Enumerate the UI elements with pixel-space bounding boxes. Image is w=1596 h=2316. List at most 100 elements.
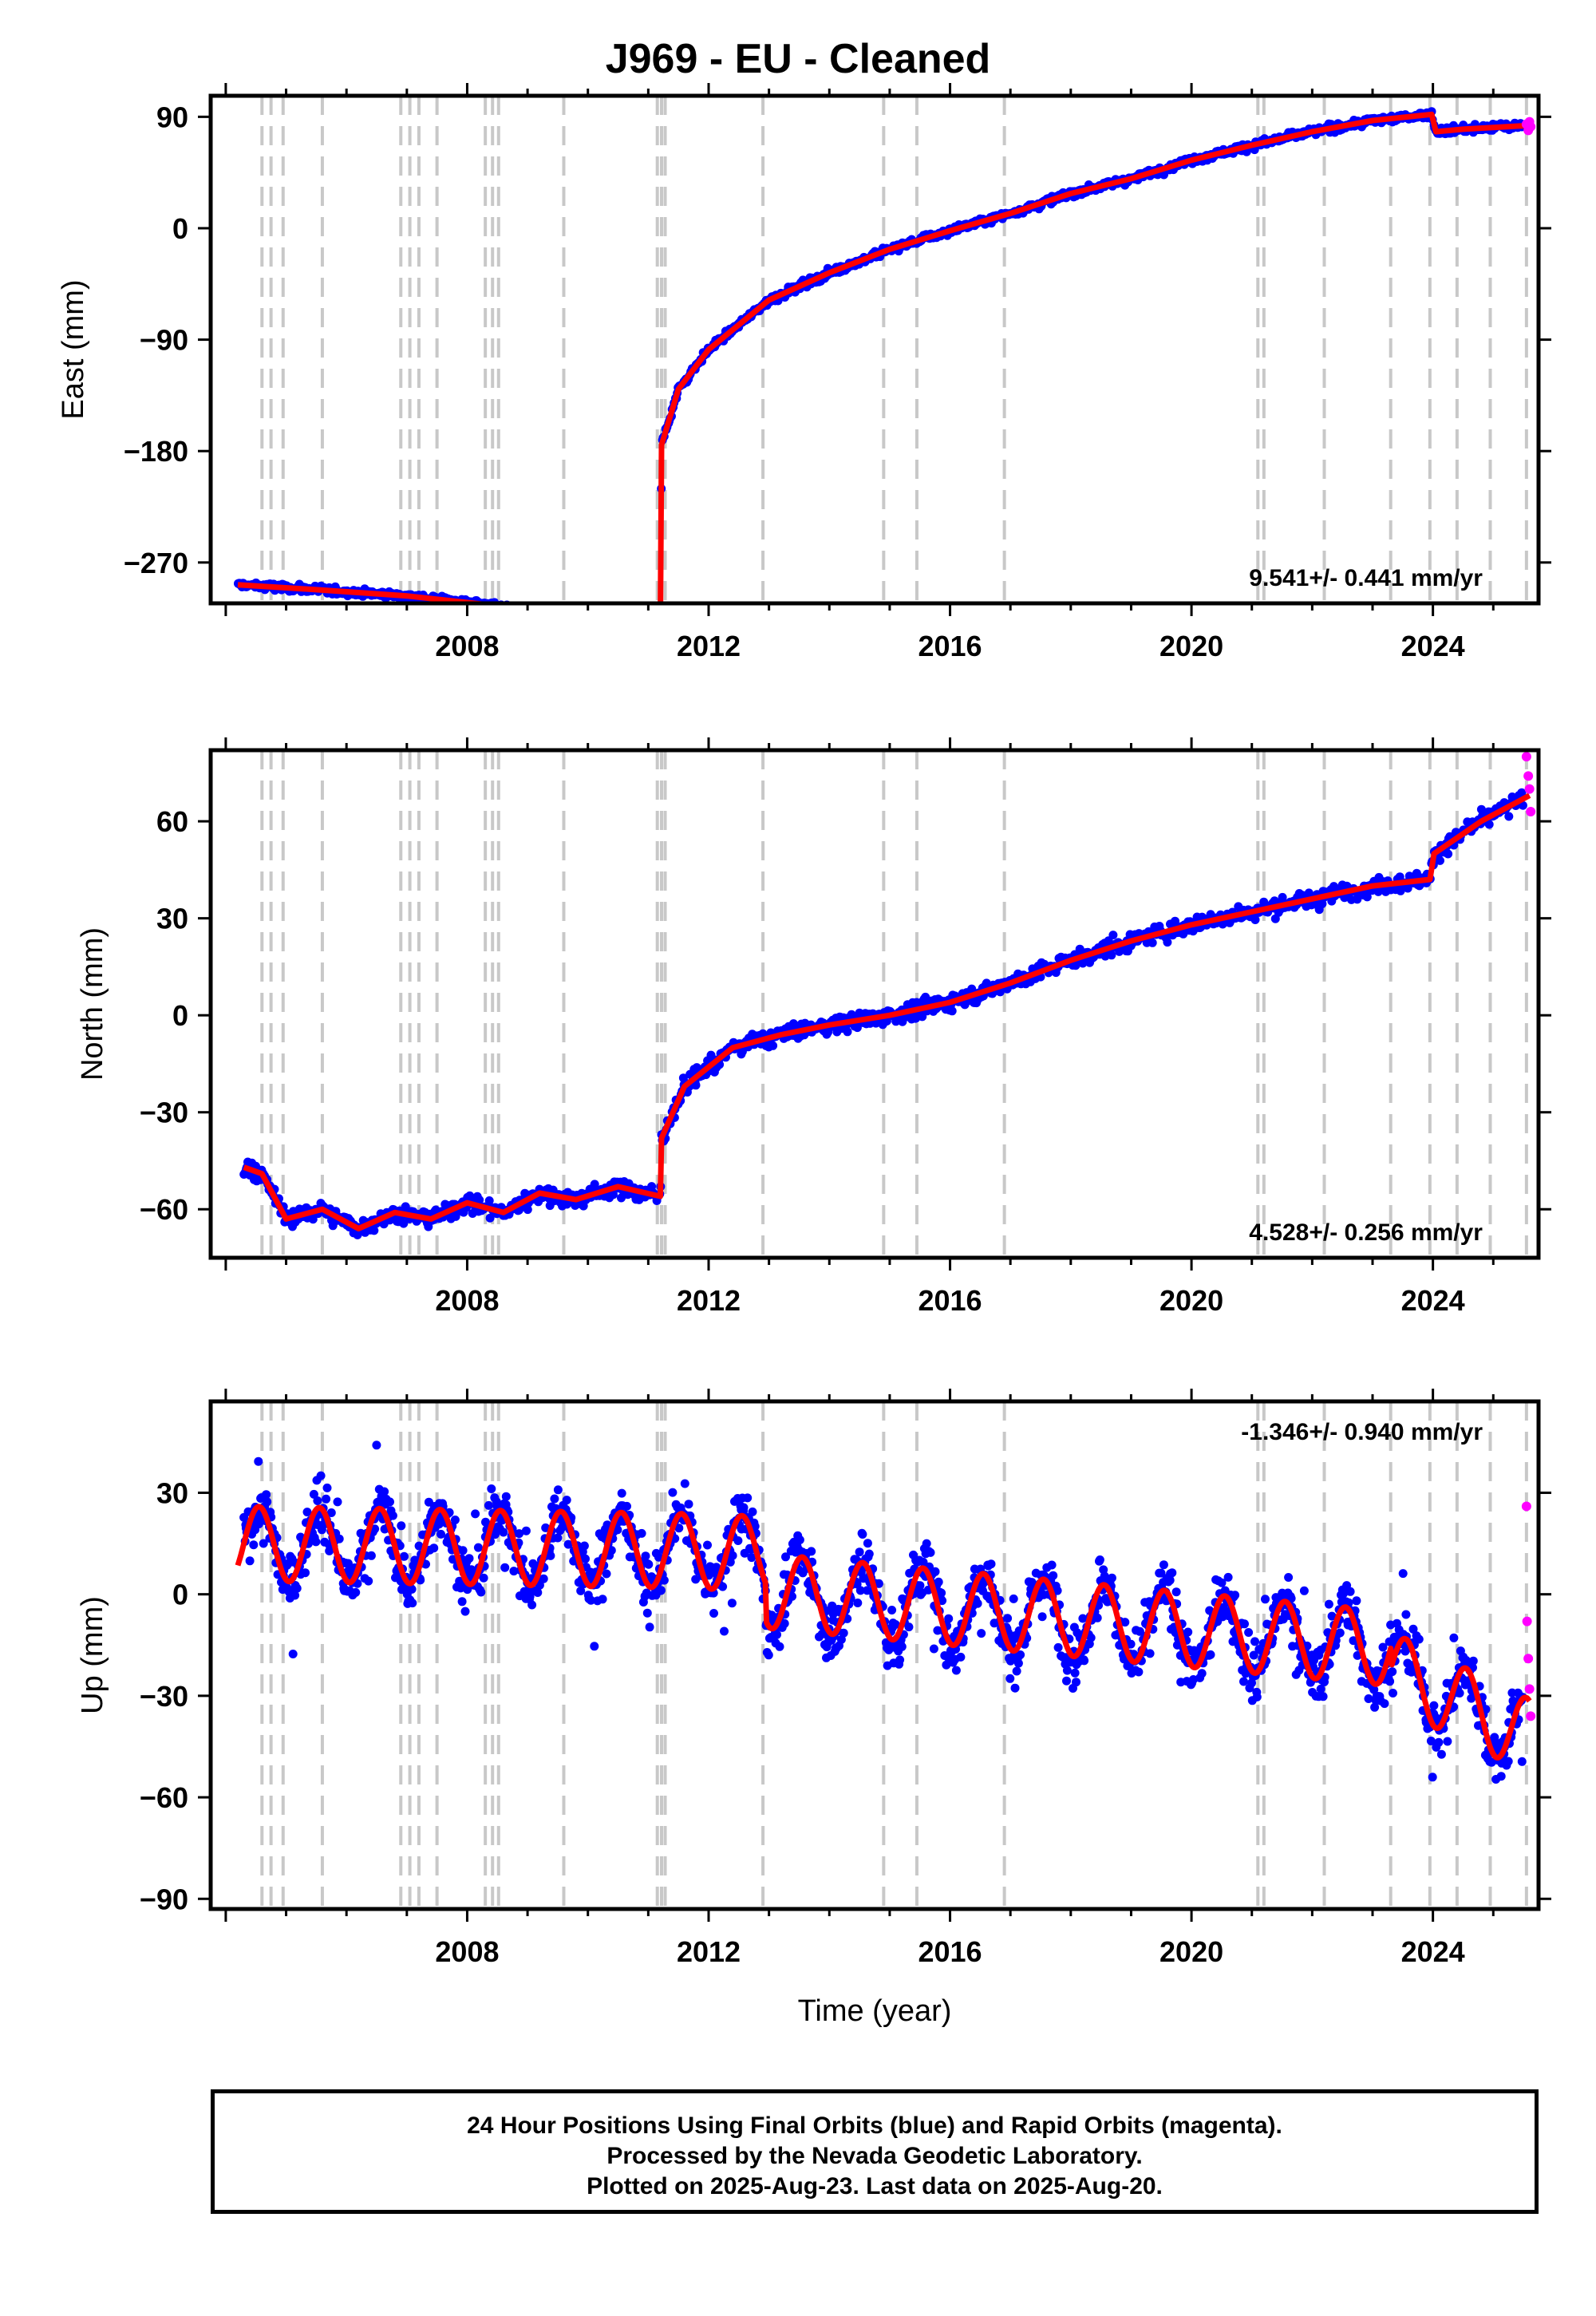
final-orbit-point [245, 1556, 255, 1566]
y-tick-label: 30 [156, 1476, 188, 1509]
final-orbit-point [650, 620, 658, 629]
final-orbit-point [897, 1642, 907, 1651]
final-orbit-point [617, 615, 626, 624]
final-orbit-point [1070, 1668, 1080, 1678]
final-orbit-point [579, 1541, 589, 1551]
final-orbit-point [562, 611, 571, 620]
final-orbit-point [322, 1483, 332, 1492]
final-orbit-point [937, 1588, 946, 1598]
final-orbit-point [1078, 958, 1088, 968]
final-orbit-point [637, 1528, 646, 1538]
final-orbit-point [1299, 1586, 1309, 1595]
final-orbit-point [528, 607, 537, 616]
final-orbit-point [609, 617, 618, 626]
final-orbit-point [1016, 1650, 1025, 1659]
final-orbit-point [262, 1490, 271, 1500]
final-orbit-point [579, 611, 588, 619]
final-orbit-point [781, 1552, 790, 1562]
final-orbit-point [858, 1530, 867, 1539]
final-orbit-point [437, 1529, 445, 1539]
final-orbit-point [1389, 1689, 1397, 1697]
final-orbit-point [843, 1027, 852, 1037]
final-orbit-point [372, 1441, 381, 1450]
final-orbit-point [519, 605, 527, 614]
final-orbit-point [598, 615, 607, 624]
final-orbit-point [1324, 1599, 1333, 1609]
final-orbit-point [380, 1487, 389, 1496]
final-orbit-point [553, 1485, 563, 1495]
final-orbit-point [1250, 915, 1260, 924]
final-orbit-point [593, 619, 602, 627]
final-orbit-point [930, 1567, 940, 1576]
final-orbit-point [309, 1489, 318, 1499]
rapid-orbit-point [1522, 1616, 1532, 1626]
final-orbit-point [895, 1655, 905, 1665]
final-orbit-point [1429, 1701, 1439, 1710]
final-orbit-point [1156, 1568, 1166, 1578]
final-orbit-point [559, 611, 568, 619]
final-orbit-point [621, 616, 630, 625]
final-orbit-point [691, 1575, 701, 1584]
final-orbit-point [642, 617, 650, 626]
final-orbit-point [302, 1508, 312, 1517]
final-orbit-point [590, 615, 598, 624]
final-orbit-point [617, 1488, 626, 1498]
final-orbit-point [610, 619, 619, 627]
final-orbit-point [533, 1588, 543, 1597]
final-orbit-point [619, 621, 628, 630]
final-orbit-point [500, 604, 508, 613]
final-orbit-point [311, 1537, 321, 1547]
final-orbit-point [535, 609, 544, 618]
final-orbit-point [1062, 1676, 1071, 1686]
final-orbit-point [788, 1591, 796, 1601]
final-orbit-point [479, 1573, 488, 1583]
rapid-orbit-point [1521, 752, 1531, 762]
final-orbit-point [598, 612, 606, 621]
final-orbit-point [290, 1591, 300, 1600]
final-orbit-point [656, 620, 665, 629]
final-orbit-point [511, 605, 519, 614]
north-panel: 2008 2012 2016 2020 2024 60 30 0 −30 −60 North (mm… [76, 737, 1551, 1317]
final-orbit-point [1335, 1628, 1345, 1638]
final-orbit-point [618, 618, 626, 626]
final-orbit-point [564, 611, 573, 620]
final-orbit-point [1362, 892, 1372, 902]
final-orbit-point [1364, 1694, 1373, 1703]
final-orbit-point [1244, 1628, 1254, 1637]
final-orbit-point [613, 1525, 622, 1535]
final-orbit-point [565, 614, 574, 622]
rapid-orbit-point [1526, 121, 1536, 132]
final-orbit-point [864, 1549, 874, 1559]
final-orbit-point [654, 1552, 663, 1562]
final-orbit-point [904, 1622, 914, 1632]
final-orbit-point [637, 621, 646, 630]
final-orbit-point [501, 1492, 511, 1501]
final-orbit-point [539, 610, 548, 619]
final-orbit-point [1352, 1596, 1361, 1606]
final-orbit-point [1517, 1757, 1527, 1766]
final-orbit-point [546, 1551, 555, 1560]
north-plot-area [239, 750, 1536, 1258]
final-orbit-point [473, 1543, 483, 1552]
final-orbit-point [929, 1644, 938, 1654]
final-orbit-point [1318, 1692, 1328, 1701]
final-orbit-point [634, 622, 642, 631]
final-orbit-point [1401, 1610, 1411, 1619]
up-panel: 2008 2012 2016 2020 2024 30 0 −30 −60 −90 Up (mm) T… [76, 1389, 1551, 2028]
final-orbit-point [1047, 1560, 1057, 1570]
final-orbit-point [1349, 1636, 1358, 1646]
final-orbit-point [506, 605, 515, 614]
final-orbit-point [487, 1484, 496, 1493]
final-orbit-point [748, 1507, 757, 1516]
final-orbit-point [575, 614, 584, 622]
rapid-orbit-point [1526, 806, 1536, 816]
y-tick-label: −60 [140, 1781, 188, 1814]
final-orbit-point [531, 607, 540, 616]
y-tick-label: 0 [172, 1579, 188, 1611]
up-plot-area [235, 1401, 1536, 1909]
final-orbit-point [429, 1543, 439, 1553]
rapid-orbit-point [1526, 1711, 1536, 1721]
final-orbit-point [1468, 1656, 1478, 1666]
final-orbit-point [1249, 1650, 1258, 1660]
final-orbit-point [522, 606, 531, 615]
